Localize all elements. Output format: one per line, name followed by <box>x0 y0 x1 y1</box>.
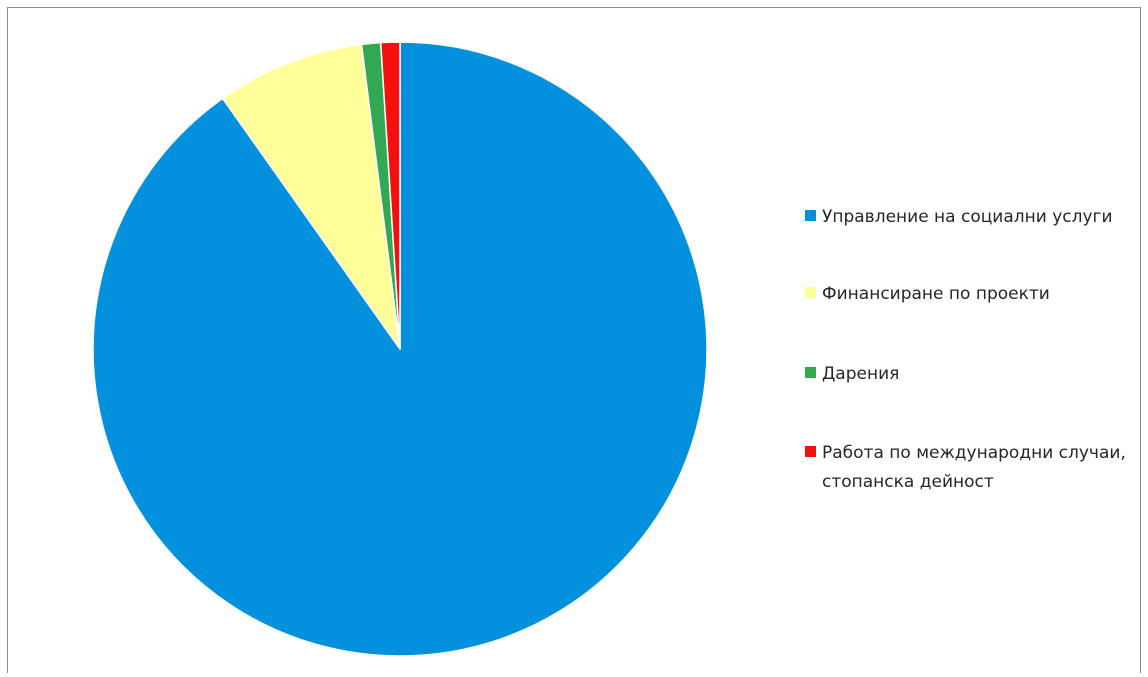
legend-swatch <box>805 210 816 221</box>
legend-label: Финансиране по проекти <box>822 284 1050 304</box>
legend-item: Управление на социални услуги <box>805 203 1132 232</box>
legend-swatch <box>805 446 816 457</box>
legend-item: Дарения <box>805 360 1132 389</box>
pie-slice <box>92 41 708 657</box>
legend-label: Управление на социални услуги <box>822 207 1113 227</box>
pie-slice <box>221 43 401 350</box>
legend-swatch <box>805 367 816 378</box>
pie-chart <box>92 41 708 657</box>
chart-area: Управление на социални услуги Финансиран… <box>7 7 1141 673</box>
legend-swatch <box>805 287 816 298</box>
legend-item: Финансиране по проекти <box>805 280 1132 309</box>
pie-slice <box>379 41 401 350</box>
legend-item: Работа по международни случаи, стопанска… <box>805 439 1142 497</box>
legend-label: Работа по международни случаи, стопанска… <box>822 443 1126 492</box>
legend-label: Дарения <box>822 364 900 384</box>
